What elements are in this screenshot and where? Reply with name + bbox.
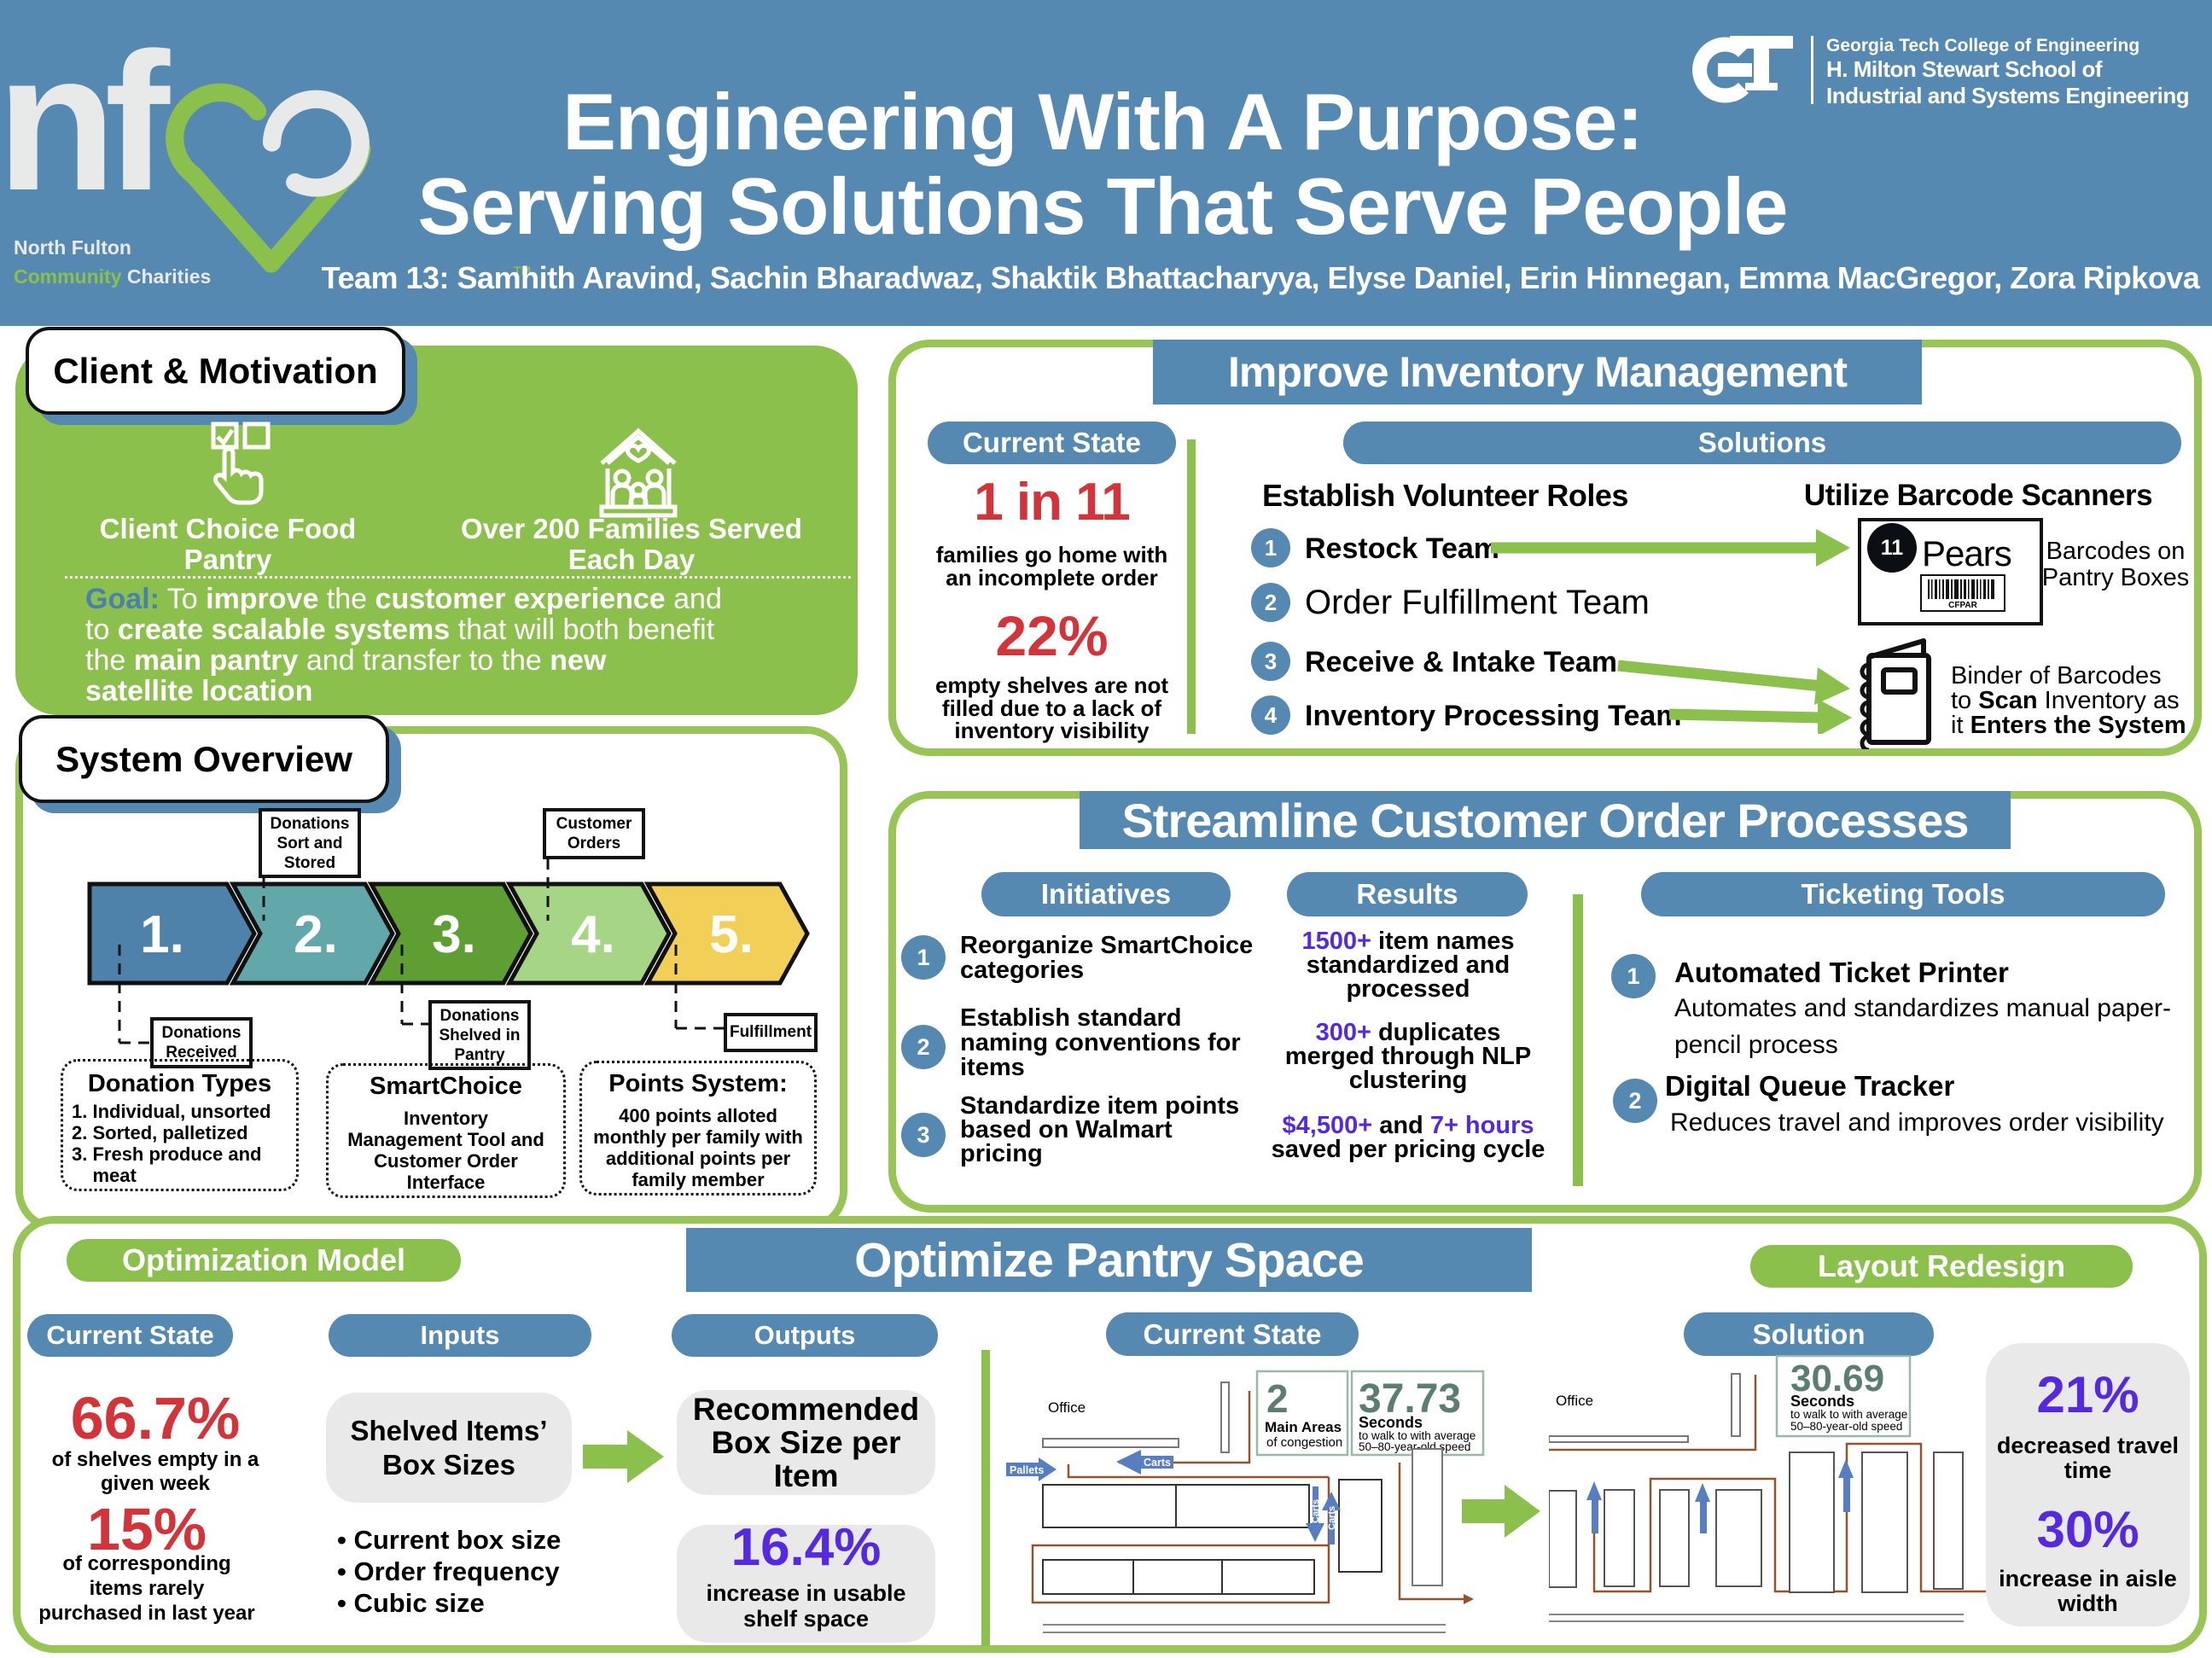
svg-text:2.: 2. bbox=[294, 905, 338, 964]
svg-text:to walk to with average: to walk to with average bbox=[1790, 1408, 1907, 1421]
svg-text:50–80-year-old speed: 50–80-year-old speed bbox=[1790, 1420, 1902, 1433]
svg-text:30.69: 30.69 bbox=[1790, 1358, 1884, 1399]
svg-text:Pallets: Pallets bbox=[1010, 1464, 1044, 1476]
svg-text:1.: 1. bbox=[140, 905, 184, 964]
svg-text:Carts: Carts bbox=[1144, 1457, 1171, 1469]
svg-text:nf: nf bbox=[9, 34, 171, 231]
svg-text:37.73: 37.73 bbox=[1359, 1376, 1461, 1422]
svg-text:Office: Office bbox=[1048, 1399, 1086, 1416]
svg-text:to walk to with average: to walk to with average bbox=[1359, 1429, 1476, 1442]
svg-text:Carts: Carts bbox=[1311, 1499, 1321, 1523]
svg-text:Seconds: Seconds bbox=[1359, 1414, 1423, 1431]
svg-text:Seconds: Seconds bbox=[1790, 1393, 1854, 1410]
svg-text:TM: TM bbox=[514, 264, 531, 277]
svg-text:4.: 4. bbox=[571, 905, 615, 964]
svg-text:of congestion: of congestion bbox=[1266, 1435, 1342, 1450]
svg-text:Main Areas: Main Areas bbox=[1265, 1419, 1342, 1435]
svg-text:Community Charities: Community Charities bbox=[14, 265, 211, 288]
svg-text:5.: 5. bbox=[709, 905, 754, 964]
svg-text:North Fulton: North Fulton bbox=[14, 236, 131, 259]
svg-text:CFPAR: CFPAR bbox=[1948, 601, 1977, 610]
svg-text:2: 2 bbox=[1266, 1376, 1289, 1421]
svg-text:3.: 3. bbox=[432, 905, 476, 964]
svg-text:Office: Office bbox=[1556, 1393, 1593, 1409]
svg-text:Carts: Carts bbox=[1327, 1506, 1337, 1530]
